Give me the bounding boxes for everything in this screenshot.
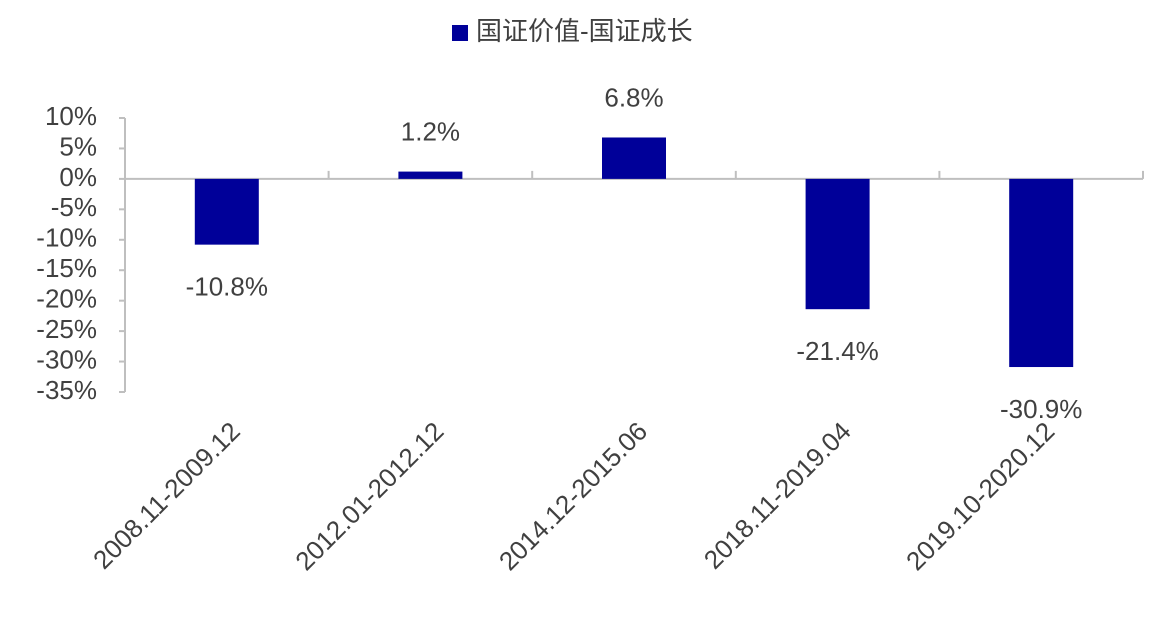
y-tick-label: -15% (36, 253, 97, 283)
bar (602, 137, 666, 179)
legend-label: 国证价值-国证成长 (476, 16, 693, 46)
x-tick-label: 2014.12-2015.06 (493, 416, 653, 576)
value-label: 6.8% (604, 82, 663, 112)
value-label: -10.8% (186, 272, 268, 302)
bar (1009, 178, 1074, 368)
value-label: -21.4% (796, 336, 878, 366)
y-tick-label: -10% (36, 223, 97, 253)
bar (398, 171, 463, 179)
y-tick-label: -35% (36, 375, 97, 405)
value-label: -30.9% (1000, 394, 1082, 424)
x-tick-label: 2012.01-2012.12 (289, 416, 449, 576)
y-tick-label: -25% (36, 314, 97, 344)
legend-swatch (452, 25, 468, 41)
x-tick-label: 2019.10-2020.12 (900, 416, 1060, 576)
x-tick-label: 2018.11-2019.04 (698, 416, 857, 575)
bar (194, 178, 259, 245)
x-tick-label: 2008.11-2009.12 (87, 416, 246, 575)
y-tick-label: -5% (51, 192, 97, 222)
y-tick-label: 5% (59, 131, 97, 161)
y-tick-label: 0% (59, 162, 97, 192)
y-tick-label: -20% (36, 284, 97, 314)
y-tick-label: 10% (45, 101, 97, 131)
y-tick-label: -30% (36, 344, 97, 374)
bar (805, 178, 870, 310)
value-label: 1.2% (401, 116, 460, 146)
